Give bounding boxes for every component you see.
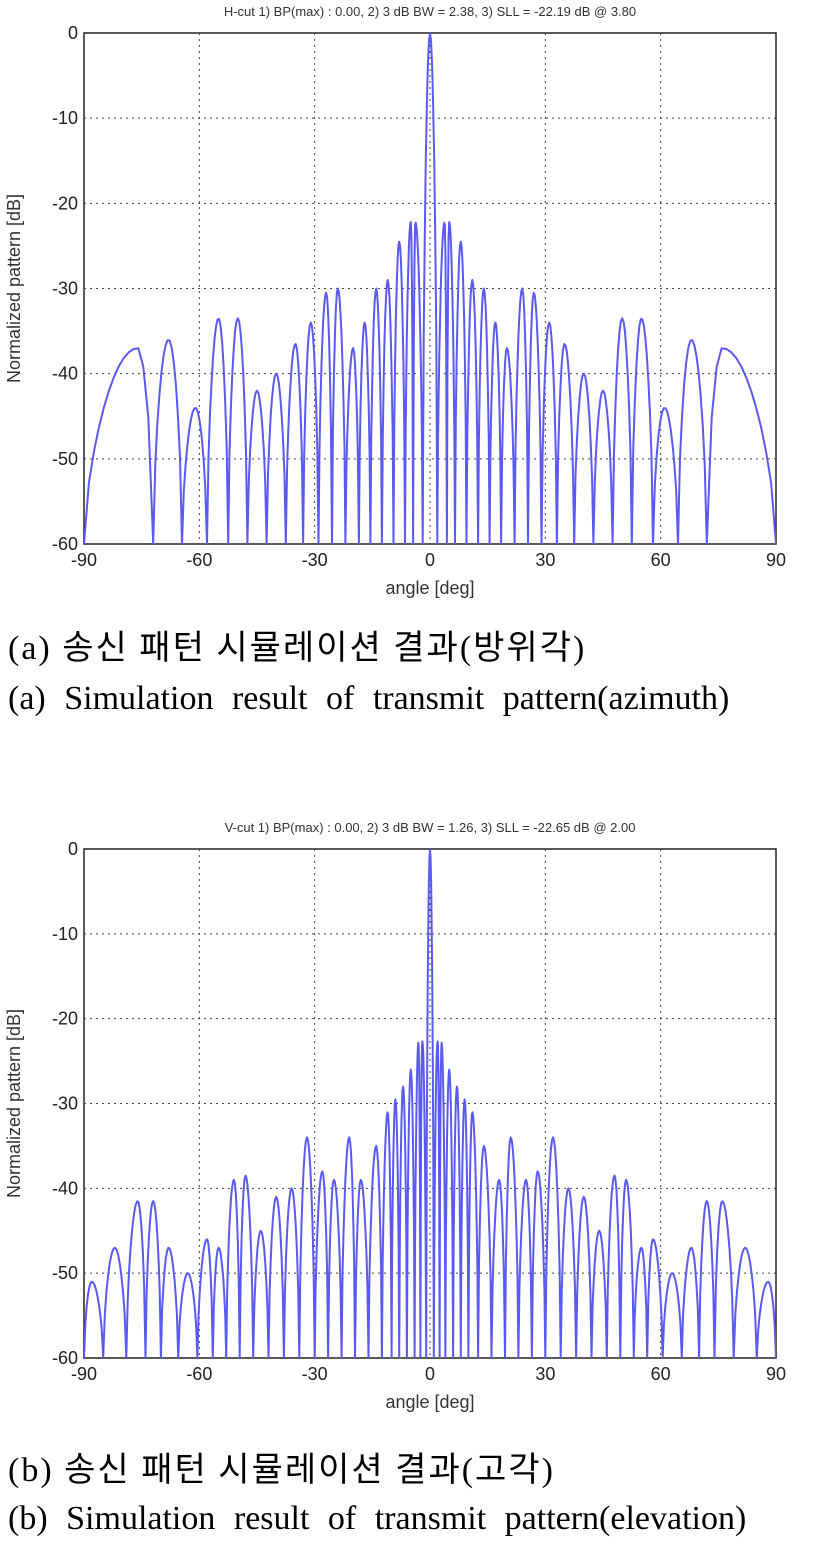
x-tick-label: -60 bbox=[186, 1364, 212, 1384]
x-axis-label: angle [deg] bbox=[385, 578, 474, 598]
x-tick-label: 0 bbox=[425, 1364, 435, 1384]
y-tick-label: 0 bbox=[68, 23, 78, 43]
y-tick-label: 0 bbox=[68, 839, 78, 859]
y-tick-label: -10 bbox=[52, 108, 78, 128]
y-tick-label: -50 bbox=[52, 1263, 78, 1283]
y-tick-label: -60 bbox=[52, 1348, 78, 1368]
x-tick-label: -90 bbox=[71, 1364, 97, 1384]
chart-title: V-cut 1) BP(max) : 0.00, 2) 3 dB BW = 1.… bbox=[225, 820, 636, 835]
y-tick-label: -40 bbox=[52, 1178, 78, 1198]
pattern-line bbox=[84, 33, 776, 544]
caption-korean-b: (b) 송신 패턴 시뮬레이션 결과(고각) bbox=[8, 1452, 555, 1489]
x-tick-label: -90 bbox=[71, 550, 97, 570]
chart-title: H-cut 1) BP(max) : 0.00, 2) 3 dB BW = 2.… bbox=[224, 4, 636, 19]
x-tick-label: 60 bbox=[651, 550, 671, 570]
y-tick-label: -60 bbox=[52, 534, 78, 554]
figure-panel-b: V-cut 1) BP(max) : 0.00, 2) 3 dB BW = 1.… bbox=[0, 808, 827, 1548]
y-tick-label: -20 bbox=[52, 1009, 78, 1029]
caption-english-b: (b) Simulation result of transmit patter… bbox=[8, 1500, 747, 1537]
x-tick-label: -30 bbox=[302, 550, 328, 570]
y-tick-label: -50 bbox=[52, 449, 78, 469]
x-axis-label: angle [deg] bbox=[385, 1392, 474, 1412]
y-axis-label: Normalized pattern [dB] bbox=[4, 1009, 24, 1198]
pattern-line bbox=[84, 849, 776, 1358]
y-tick-label: -30 bbox=[52, 279, 78, 299]
y-tick-label: -30 bbox=[52, 1094, 78, 1114]
caption-korean-a: (a) 송신 패턴 시뮬레이션 결과(방위각) bbox=[8, 630, 587, 667]
x-tick-label: 0 bbox=[425, 550, 435, 570]
azimuth-pattern-chart: H-cut 1) BP(max) : 0.00, 2) 3 dB BW = 2.… bbox=[4, 4, 786, 598]
y-tick-label: -20 bbox=[52, 193, 78, 213]
x-tick-label: 90 bbox=[766, 550, 786, 570]
figure-panel-a: H-cut 1) BP(max) : 0.00, 2) 3 dB BW = 2.… bbox=[0, 0, 827, 760]
x-tick-label: 30 bbox=[535, 550, 555, 570]
y-tick-label: -40 bbox=[52, 364, 78, 384]
x-tick-label: 30 bbox=[535, 1364, 555, 1384]
x-tick-label: 60 bbox=[651, 1364, 671, 1384]
y-axis-label: Normalized pattern [dB] bbox=[4, 194, 24, 383]
x-tick-label: 90 bbox=[766, 1364, 786, 1384]
x-tick-label: -30 bbox=[302, 1364, 328, 1384]
y-tick-label: -10 bbox=[52, 924, 78, 944]
caption-english-a: (a) Simulation result of transmit patter… bbox=[8, 680, 730, 717]
x-tick-label: -60 bbox=[186, 550, 212, 570]
elevation-pattern-chart: V-cut 1) BP(max) : 0.00, 2) 3 dB BW = 1.… bbox=[4, 820, 786, 1412]
